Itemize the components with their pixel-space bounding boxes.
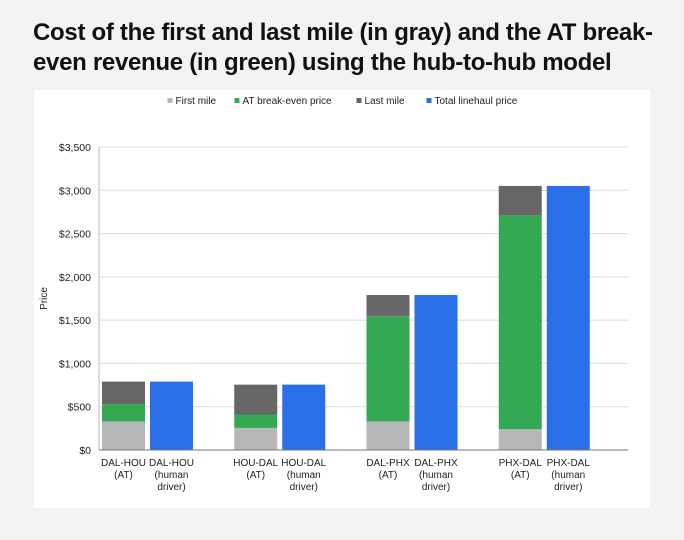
x-tick-label: (human — [551, 470, 585, 481]
bar-segment-total-linehaul-price — [282, 384, 326, 450]
legend-label: Total linehaul price — [435, 96, 518, 107]
bar-segment-total-linehaul-price — [414, 295, 458, 450]
y-tick-label: $500 — [68, 402, 92, 414]
x-tick-label: DAL-HOU — [101, 458, 146, 469]
x-tick-label: driver) — [554, 482, 582, 493]
y-tick-label: $3,000 — [59, 185, 91, 197]
x-tick-label: PHX-DAL — [547, 458, 591, 469]
stacked-bar-chart: $0 $500 $1,000 $1,500 $2,000 $2,500 $3,000 $3,5… — [39, 96, 628, 493]
x-tick-label: (AT) — [511, 470, 530, 481]
y-tick-label: $3,500 — [59, 142, 91, 154]
bar-segment-total-linehaul-price — [150, 381, 193, 450]
legend-swatch — [167, 98, 173, 103]
legend-swatch — [234, 98, 240, 103]
y-tick-label: $1,500 — [59, 315, 91, 327]
bar-segment-at-break-even-price — [102, 404, 145, 422]
x-tick-label: (AT) — [114, 470, 133, 481]
x-tick-label: DAL-HOU — [149, 458, 194, 469]
bar-segment-first-mile — [102, 421, 145, 450]
x-tick-label: (AT) — [379, 470, 398, 481]
legend-label: Last mile — [365, 96, 405, 107]
x-tick-label: (human — [155, 470, 189, 481]
legend-label: First mile — [176, 96, 217, 107]
bar-segment-at-break-even-price — [366, 316, 410, 422]
x-tick-label: PHX-DAL — [499, 458, 543, 469]
x-tick-label: (human — [419, 470, 453, 481]
x-tick-label: driver) — [422, 482, 450, 493]
x-tick-label: (AT) — [246, 470, 265, 481]
bar-segment-first-mile — [234, 427, 278, 450]
x-tick-label: HOU-DAL — [233, 458, 278, 469]
y-axis-label: Price — [39, 287, 50, 310]
bar-segment-last-mile — [498, 185, 542, 216]
legend-swatch — [356, 98, 362, 103]
x-tick-label: HOU-DAL — [281, 458, 326, 469]
bar-segment-first-mile — [366, 421, 410, 450]
bar-segment-first-mile — [498, 429, 542, 450]
y-tick-label: $2,000 — [59, 272, 91, 284]
bar-segment-at-break-even-price — [498, 215, 542, 430]
y-tick-label: $0 — [79, 445, 91, 457]
x-tick-label: DAL-PHX — [366, 458, 410, 469]
x-tick-label: driver) — [157, 482, 185, 493]
y-tick-label: $1,000 — [59, 358, 91, 370]
x-tick-label: driver) — [290, 482, 318, 493]
bar-segment-last-mile — [234, 384, 278, 415]
x-tick-label: DAL-PHX — [414, 458, 458, 469]
y-tick-label: $2,500 — [59, 229, 91, 241]
bar-segment-total-linehaul-price — [546, 185, 590, 450]
bar-segment-last-mile — [102, 381, 145, 405]
legend-label: AT break-even price — [243, 96, 333, 107]
legend-swatch — [426, 98, 432, 103]
bar-segment-last-mile — [366, 295, 410, 317]
bar-segment-at-break-even-price — [234, 414, 278, 428]
x-tick-label: (human — [287, 470, 321, 481]
chart-panel: $0 $500 $1,000 $1,500 $2,000 $2,500 $3,000 $3,5… — [34, 90, 650, 508]
chart-title: Cost of the first and last mile (in gray… — [33, 19, 653, 76]
